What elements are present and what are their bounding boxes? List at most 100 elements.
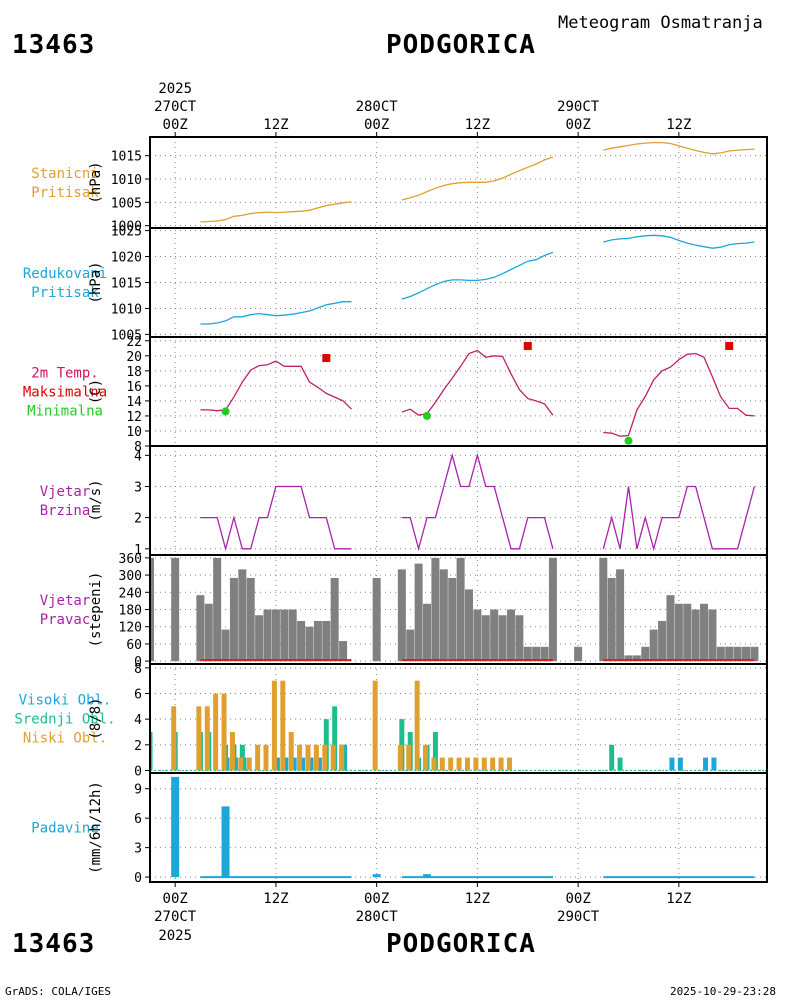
y-tick-label: 18 [126, 365, 142, 380]
wind-direction-bar [213, 557, 222, 662]
cloud-bar-Niski Obl. [196, 706, 202, 771]
cloud-bar-Visoki Obl. [308, 757, 314, 771]
cloud-bar-Niski Obl. [372, 680, 378, 771]
wind-direction-bar [750, 646, 759, 662]
wind-direction-bar [725, 646, 734, 662]
cloud-bar-Visoki Obl. [283, 757, 289, 771]
series-line-station_pressure [200, 201, 352, 223]
y-tick-label: 1020 [111, 251, 142, 266]
panel-plot-precipitation [150, 773, 767, 882]
cloud-bar-Niski Obl. [171, 706, 177, 771]
wind-direction-bar [464, 589, 473, 662]
cloud-bar-Srednji Obl. [150, 731, 153, 771]
y-tick-label: 180 [119, 604, 142, 619]
wind-direction-bar [322, 620, 331, 662]
top-time-label: 280CT [356, 99, 399, 115]
precip-bar [221, 806, 230, 878]
cloud-bar-Visoki Obl. [274, 757, 280, 771]
cloud-bar-Niski Obl. [414, 680, 420, 771]
cloud-bar-Niski Obl. [322, 744, 328, 771]
y-tick-label: 8 [134, 440, 142, 455]
wind-direction-bar [238, 569, 247, 662]
wind-direction-bar [280, 609, 289, 662]
wind-direction-bar [624, 655, 633, 662]
cloud-bar-Niski Obl. [448, 757, 454, 771]
wind-direction-bar [658, 620, 667, 662]
cloud-bar-Srednji Obl. [332, 706, 338, 771]
bottom-time-label: 280CT [356, 909, 399, 925]
panel-plot-reduced_pressure [150, 228, 767, 337]
y-tick-label: 3 [134, 842, 142, 857]
bottom-time-label: 12Z [263, 891, 288, 907]
wind-direction-bar [548, 557, 557, 662]
y-axis-label-reduced_pressure: (hPa) [88, 261, 104, 303]
wind-direction-bar [691, 609, 700, 662]
y-tick-label: 6 [134, 812, 142, 827]
cloud-bar-Niski Obl. [423, 744, 429, 771]
cloud-bar-Visoki Obl. [669, 757, 675, 771]
footer-timestamp: 2025-10-29-23:28 [670, 985, 776, 998]
wind-direction-bar [271, 609, 280, 662]
y-tick-label: 300 [119, 569, 142, 584]
cloud-bar-Niski Obl. [204, 706, 210, 771]
bottom-time-label: 00Z [364, 891, 389, 907]
wind-direction-bar [288, 609, 297, 662]
series-line-station_pressure [401, 156, 554, 201]
cloud-bar-Niski Obl. [339, 744, 345, 771]
cloud-bar-Niski Obl. [406, 744, 412, 771]
wind-direction-bar [221, 629, 230, 662]
y-tick-label: 3 [134, 480, 142, 495]
max-temp-marker [322, 354, 331, 363]
bottom-time-label: 290CT [557, 909, 600, 925]
cloud-bar-Niski Obl. [288, 731, 294, 771]
cloud-bar-Niski Obl. [498, 757, 504, 771]
bottom-time-label: 00Z [565, 891, 590, 907]
wind-direction-bar [700, 603, 709, 662]
y-tick-label: 1025 [111, 225, 142, 240]
cloud-bar-Niski Obl. [238, 757, 244, 771]
y-axis-label-station_pressure: (hPa) [88, 161, 104, 203]
top-time-label: 00Z [364, 117, 389, 133]
y-tick-label: 0 [134, 655, 142, 670]
wind-direction-bar [456, 557, 465, 662]
panel-frame-wind_speed [149, 445, 768, 556]
wind-direction-bar [683, 603, 692, 662]
y-tick-label: 1015 [111, 277, 142, 292]
max-temp-marker [725, 342, 734, 351]
precip-bar [423, 874, 432, 878]
wind-direction-bar [607, 577, 616, 662]
panel-label-reduced_pressure: Pritisak [31, 285, 99, 301]
y-axis-label-wind_direction: (stepeni) [88, 572, 104, 648]
cloud-bar-Niski Obl. [229, 731, 235, 771]
y-tick-label: 1010 [111, 173, 142, 188]
panel-plot-station_pressure [150, 137, 767, 228]
y-tick-label: 1010 [111, 302, 142, 317]
panel-frame-reduced_pressure [149, 227, 768, 338]
wind-direction-bar [246, 577, 255, 662]
cloud-bar-Niski Obl. [246, 757, 252, 771]
y-tick-label: 1015 [111, 150, 142, 165]
series-line-wind_speed [401, 452, 554, 552]
wind-direction-bar [448, 577, 457, 662]
top-time-label: 290CT [557, 99, 600, 115]
cloud-bar-Niski Obl. [255, 744, 261, 771]
cloud-bar-Niski Obl. [221, 693, 227, 771]
wind-direction-bar [742, 646, 751, 662]
wind-direction-bar [733, 646, 742, 662]
wind-direction-bar [372, 577, 381, 662]
cloud-bar-Niski Obl. [271, 680, 277, 771]
series-line-wind_speed [602, 485, 756, 552]
top-time-label: 00Z [163, 117, 188, 133]
cloud-bar-Niski Obl. [464, 757, 470, 771]
panel-label-temperature: Maksimalna [23, 385, 107, 401]
panel-label-wind_speed: Brzina [40, 503, 91, 519]
y-tick-label: 4 [134, 449, 142, 464]
station-name-top: PODGORICA [386, 30, 536, 60]
cloud-bar-Niski Obl. [330, 744, 336, 771]
cloud-bar-Srednji Obl. [617, 757, 623, 771]
wind-direction-bar [313, 620, 322, 662]
wind-direction-bar [255, 615, 264, 662]
cloud-bar-Srednji Obl. [609, 744, 615, 771]
panel-label-wind_speed: Vjetar [40, 484, 91, 500]
